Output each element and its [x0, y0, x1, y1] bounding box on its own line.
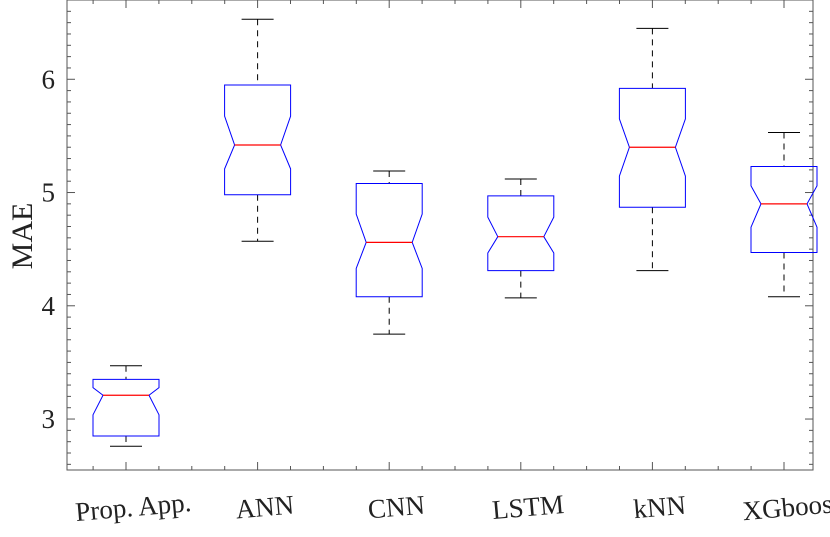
- axis-ticks: [67, 0, 813, 470]
- x-category-label: kNN: [632, 490, 687, 524]
- notched-box: [355, 182, 423, 298]
- x-category-label: LSTM: [491, 489, 565, 525]
- x-category-label: Prop. App.: [74, 487, 192, 527]
- box-ann: [224, 18, 292, 242]
- x-category-labels: Prop. App. ANN CNN LSTM kNN XGboost: [74, 487, 830, 527]
- box-cnn: [355, 170, 423, 335]
- y-tick-label: 3: [42, 404, 56, 434]
- notched-box: [92, 378, 160, 437]
- y-tick-label: 5: [42, 178, 56, 208]
- y-tick-labels: 3 4 5 6: [42, 64, 56, 434]
- y-axis-title: MAE: [6, 203, 39, 270]
- box-series: [92, 18, 818, 447]
- notched-box: [618, 87, 686, 208]
- y-tick-label: 4: [42, 291, 56, 321]
- x-category-label: XGboost: [741, 488, 830, 526]
- x-category-label: ANN: [234, 490, 295, 525]
- notched-box: [224, 84, 292, 196]
- notched-box: [750, 165, 818, 254]
- y-tick-label: 6: [42, 64, 56, 94]
- x-category-label: CNN: [367, 490, 426, 525]
- box-lstm: [487, 178, 555, 299]
- box-prop-app: [92, 365, 160, 447]
- notched-box: [487, 195, 555, 272]
- plot-frame: [66, 0, 814, 471]
- box-knn: [618, 27, 686, 272]
- box-xgboost: [750, 132, 818, 298]
